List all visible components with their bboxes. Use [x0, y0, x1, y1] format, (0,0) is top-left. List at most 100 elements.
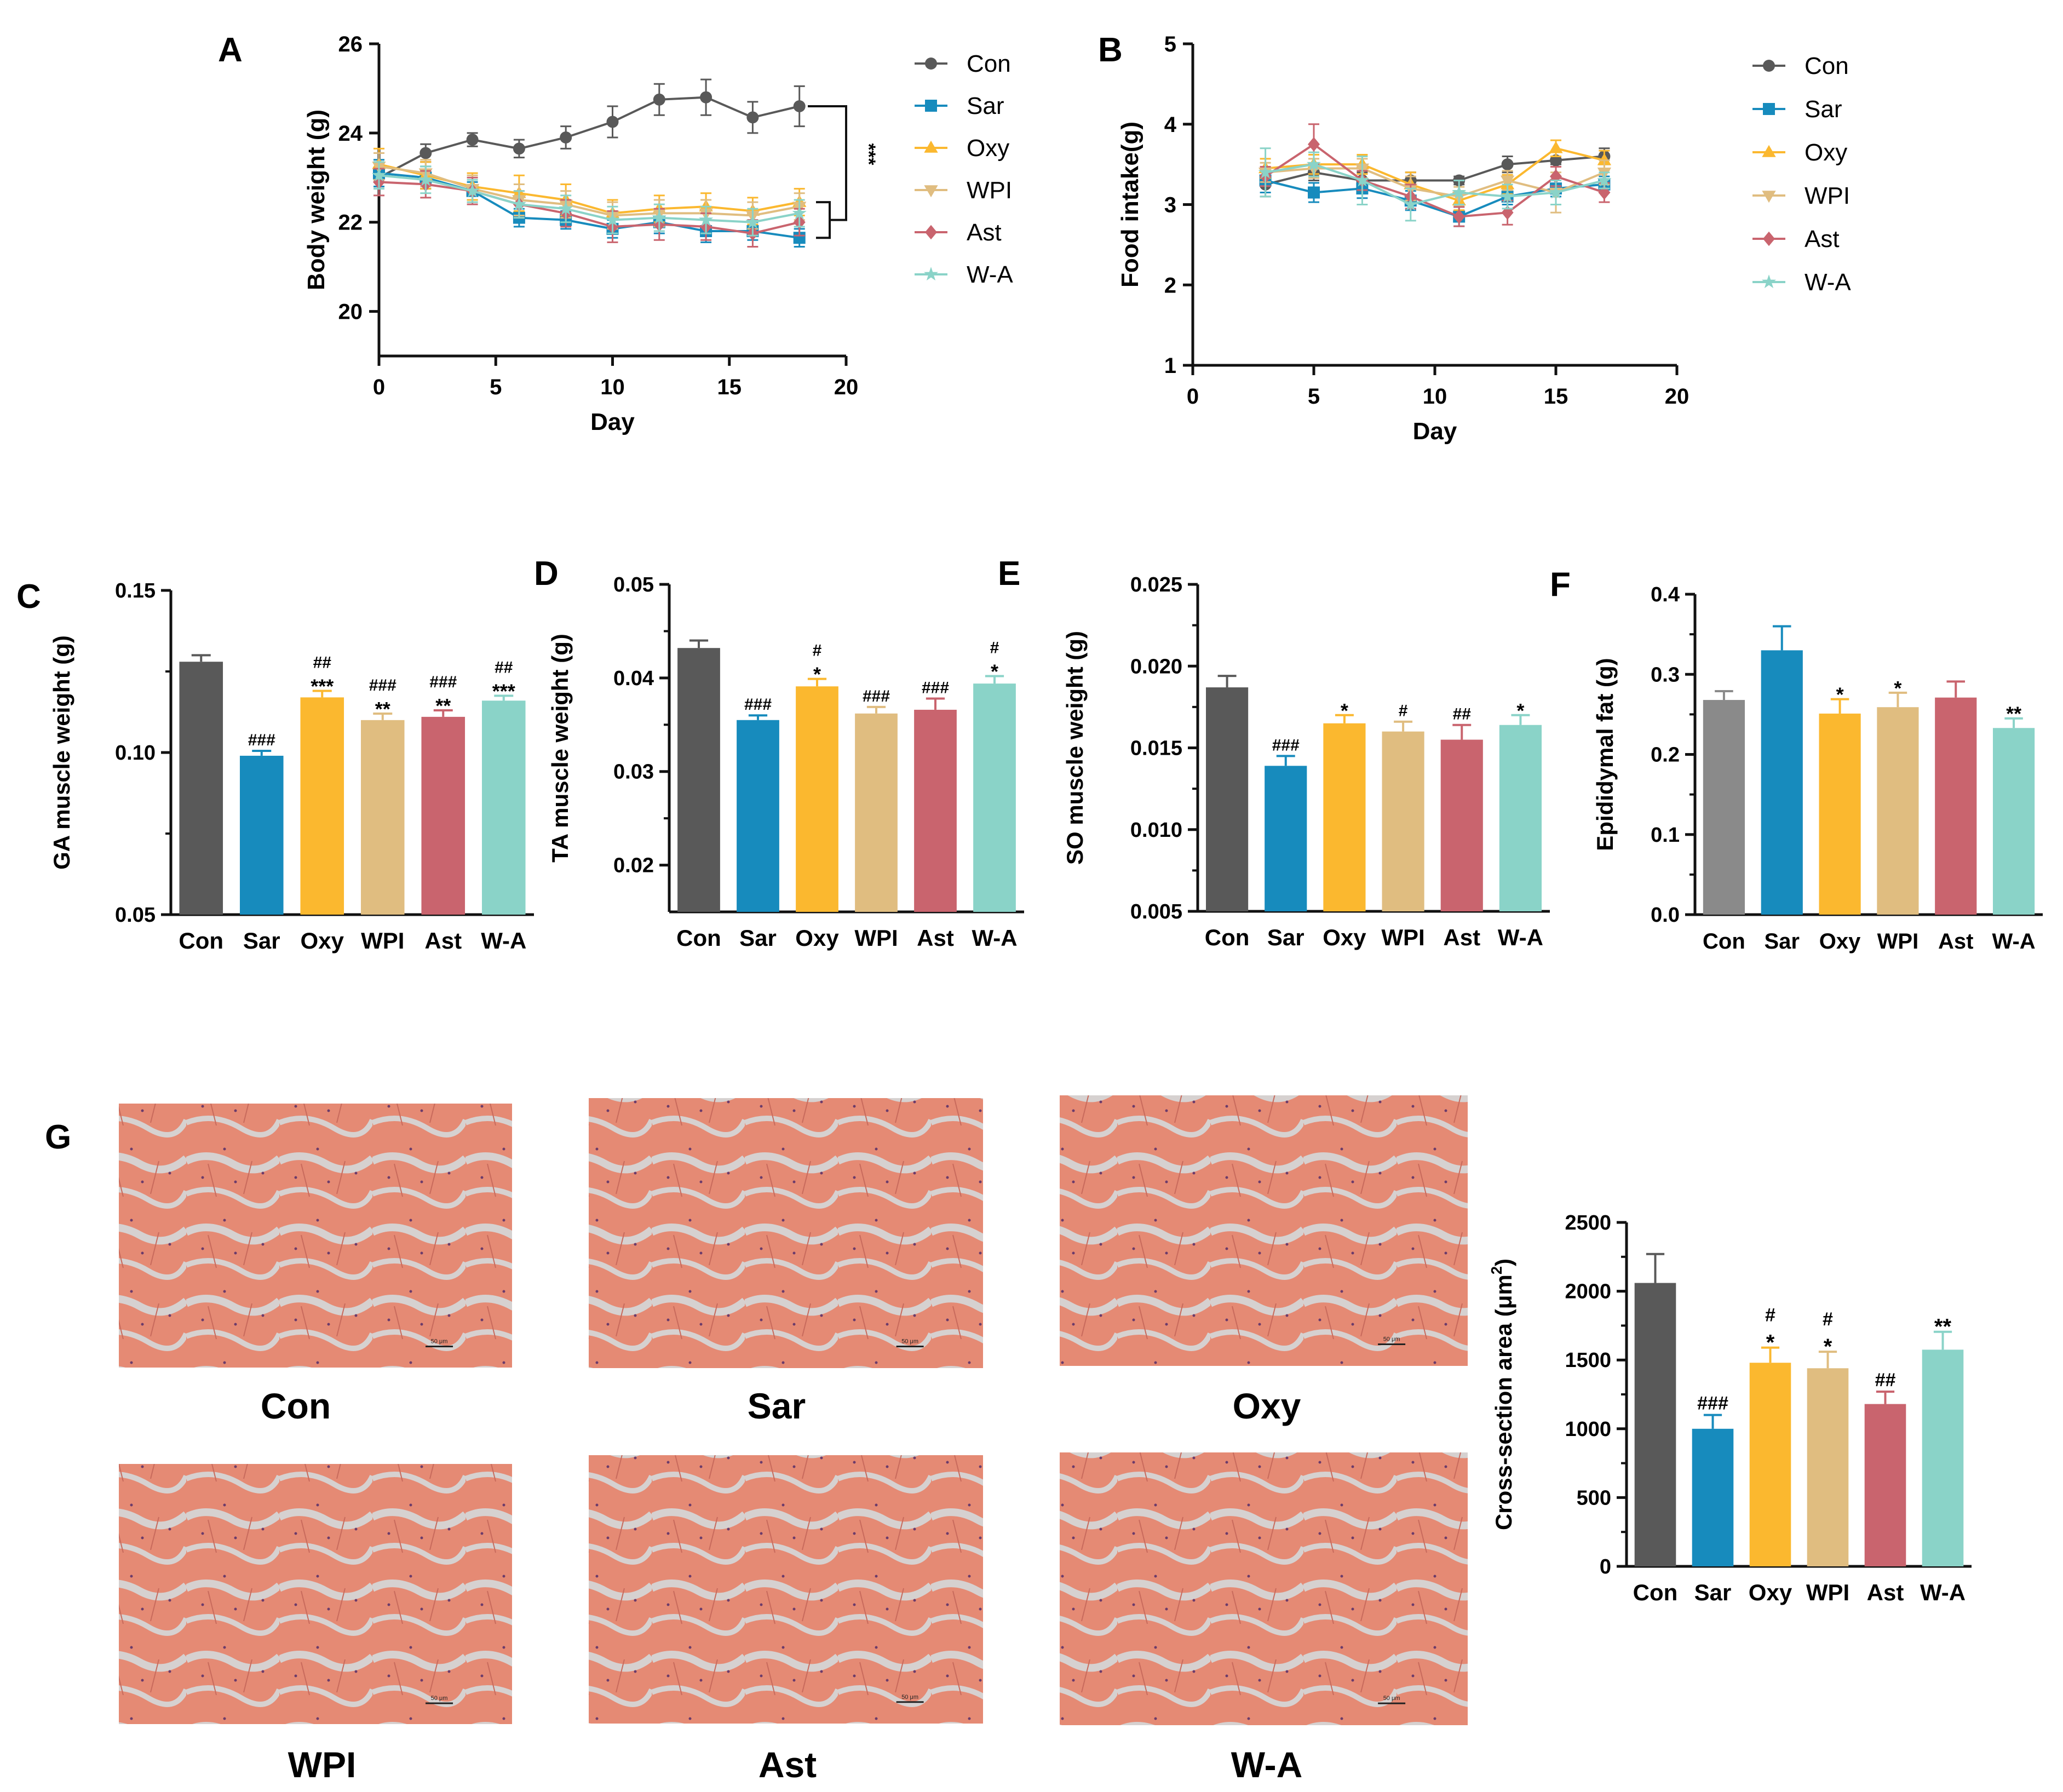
series-line-ast — [378, 181, 800, 235]
data-point — [1548, 185, 1564, 199]
micrograph-sar — [589, 1098, 983, 1368]
category-label: WPI — [854, 925, 898, 951]
legend-marker — [1763, 103, 1775, 115]
category-label: Ast — [917, 925, 954, 951]
data-point — [1452, 185, 1467, 199]
micrograph-label: Ast — [758, 1744, 817, 1785]
scale-bar-label: 50 μm — [1383, 1695, 1400, 1702]
legend-marker — [1761, 274, 1777, 289]
legend-label: Con — [967, 50, 1011, 77]
category-label: Ast — [1938, 929, 1973, 954]
y-tick-label: 0.10 — [115, 742, 156, 765]
bar-sar — [239, 755, 284, 915]
y-tick-label: 2 — [1164, 273, 1176, 297]
category-label: Oxy — [795, 925, 839, 951]
series-line-w-a — [378, 174, 800, 223]
x-tick-label: 5 — [490, 375, 502, 399]
legend-label: WPI — [1805, 182, 1850, 209]
significance-label: * — [1836, 684, 1844, 706]
data-point — [466, 134, 479, 146]
legend-marker — [925, 225, 937, 240]
data-point — [1258, 165, 1273, 179]
significance-label: ### — [369, 676, 396, 694]
y-tick-label: 0.015 — [1130, 737, 1182, 760]
significance-label: ### — [863, 687, 890, 705]
data-point — [1550, 154, 1562, 166]
legend-label: Sar — [1805, 96, 1842, 123]
legend-marker — [925, 58, 937, 70]
significance-label: * — [813, 663, 821, 686]
y-tick-label: 5 — [1164, 32, 1176, 56]
data-point — [605, 212, 620, 226]
panel-label-g: G — [45, 1118, 71, 1156]
bar-sar — [737, 720, 779, 912]
micrograph-con — [119, 1104, 512, 1368]
chart-a-body-weight: 0 5 10 15 20 20 22 24 26 Day Body weight (g) Con Sar… — [303, 32, 1013, 435]
significance-label: ** — [435, 694, 451, 717]
data-point — [513, 142, 525, 155]
data-point — [1500, 189, 1515, 203]
category-label: Oxy — [1819, 929, 1861, 954]
significance-label: # — [813, 642, 822, 660]
panel-label-a: A — [218, 31, 243, 69]
y-tick-label: 0.05 — [613, 573, 654, 596]
significance-label: # — [990, 639, 999, 657]
data-point — [371, 168, 387, 182]
significance-label: ** — [375, 698, 390, 720]
bar-oxy — [300, 697, 344, 915]
bar-sar — [1692, 1428, 1734, 1566]
category-label: W-A — [1498, 924, 1543, 950]
category-label: WPI — [1806, 1580, 1849, 1605]
series-line-ast — [1265, 142, 1605, 218]
significance-label: ### — [1272, 736, 1300, 754]
x-tick-label: 10 — [600, 375, 625, 399]
chart-c-ga-muscle: 0.05 0.10 0.15 Con Sar ### Oxy *** ## WPI ** ### Ast… — [49, 579, 534, 954]
data-point — [1597, 173, 1612, 187]
legend-marker — [923, 267, 939, 281]
scale-bar-label: 50 μm — [901, 1694, 918, 1701]
bar-oxy — [796, 686, 838, 912]
micrograph-label: Con — [261, 1386, 331, 1426]
x-tick-label: 0 — [1187, 384, 1199, 409]
bar-con — [677, 648, 720, 912]
x-tick-label: 15 — [717, 375, 742, 399]
legend-label: Sar — [967, 93, 1004, 119]
y-tick-label: 0.2 — [1651, 744, 1680, 767]
data-point — [1501, 158, 1514, 171]
category-label: W-A — [1992, 929, 2035, 954]
y-tick-label: 0.005 — [1130, 900, 1182, 923]
series-line-w-a — [1265, 163, 1605, 206]
data-point — [418, 172, 433, 186]
significance-bracket — [816, 201, 831, 239]
significance-label: ** — [2006, 703, 2021, 725]
legend-label: Ast — [967, 219, 1002, 246]
bar-ast — [914, 709, 957, 912]
category-label: Ast — [424, 928, 462, 954]
data-point — [1500, 175, 1515, 188]
x-axis-title: Day — [590, 409, 635, 435]
bar-sar — [1265, 766, 1307, 911]
legend-marker — [924, 140, 938, 153]
legend-marker — [924, 185, 938, 198]
category-label: Sar — [1267, 924, 1305, 950]
data-point — [1355, 173, 1370, 187]
micrograph-oxy — [1060, 1095, 1468, 1366]
category-label: Sar — [243, 928, 280, 954]
y-axis-title: SO muscle weight (g) — [1062, 631, 1088, 865]
significance-label: * — [1824, 1335, 1832, 1359]
bar-wpi — [1807, 1368, 1849, 1566]
y-tick-label: 0.04 — [613, 667, 654, 690]
bar-w-a — [1992, 728, 2035, 915]
y-tick-label: 0.020 — [1130, 655, 1182, 678]
y-axis-title: GA muscle weight (g) — [49, 635, 74, 870]
y-tick-label: 26 — [338, 32, 363, 56]
data-point — [746, 111, 759, 124]
x-tick-label: 20 — [1665, 384, 1690, 409]
data-point — [653, 93, 665, 106]
data-point — [793, 100, 806, 112]
category-label: Con — [1633, 1580, 1678, 1605]
legend-marker — [1762, 191, 1776, 203]
bar-w-a — [481, 700, 526, 915]
micrograph-label: W-A — [1231, 1744, 1303, 1785]
panel-label-e: E — [998, 555, 1020, 593]
